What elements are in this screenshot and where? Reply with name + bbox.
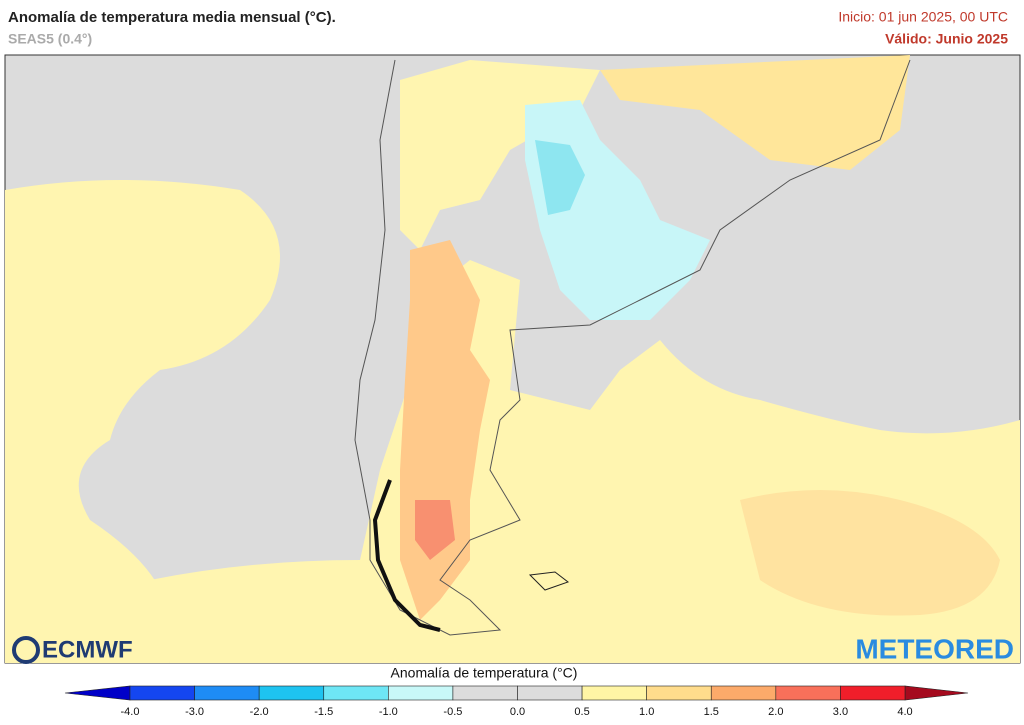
colorbar-tick-label: 0.0 — [510, 706, 525, 718]
logo-icon — [12, 636, 40, 664]
colorbar-tick-label: 2.0 — [768, 706, 783, 718]
start-date: Inicio: 01 jun 2025, 00 UTC — [838, 9, 1008, 25]
colorbar-segment — [323, 685, 389, 701]
colorbar-tick-label: -1.5 — [314, 706, 333, 718]
colorbar-tick-label: -0.5 — [443, 706, 462, 718]
colorbar-segment — [194, 685, 260, 701]
coastline — [372, 479, 441, 632]
colorbar-segment — [775, 685, 841, 701]
hot-area — [415, 500, 455, 560]
colorbar-segment — [710, 685, 777, 701]
cool-area — [535, 140, 585, 215]
valid-date: Válido: Junio 2025 — [885, 31, 1008, 47]
warm-area — [5, 180, 280, 663]
colorbar-tick-label: -4.0 — [121, 706, 140, 718]
colorbar-segment — [388, 685, 454, 701]
logo-right: METEORED — [855, 633, 1014, 664]
colorbar-tick-label: 3.0 — [833, 706, 848, 718]
warm-area — [740, 490, 1000, 616]
colorbar-over — [904, 685, 969, 701]
map — [4, 54, 1021, 664]
coastline — [354, 59, 911, 636]
colorbar-tick-label: -1.0 — [379, 706, 398, 718]
colorbar-tick-label: 4.0 — [897, 706, 912, 718]
ecmwf-logo: ECMWF — [12, 636, 133, 664]
model: SEAS5 (0.4°) — [8, 31, 92, 47]
colorbar-segment — [840, 685, 906, 701]
legend-title: Anomalía de temperatura (°C) — [391, 665, 578, 681]
colorbar-segment — [129, 685, 195, 701]
colorbar-segment — [258, 685, 325, 701]
colorbar-segment — [517, 685, 583, 701]
logo-left: ECMWF — [42, 636, 133, 663]
colorbar-tick-label: 1.5 — [704, 706, 719, 718]
colorbar-segment — [646, 685, 712, 701]
colorbar-tick-label: -2.0 — [250, 706, 269, 718]
colorbar-tick-label: 1.0 — [639, 706, 654, 718]
title: Anomalía de temperatura media mensual (°… — [8, 9, 336, 26]
island — [528, 571, 570, 591]
colorbar-tick-label: -3.0 — [185, 706, 204, 718]
colorbar-under — [64, 685, 131, 701]
colorbar-segment — [452, 685, 518, 701]
colorbar-segment — [581, 685, 647, 701]
warm-area — [600, 55, 910, 170]
colorbar-tick-label: 0.5 — [574, 706, 589, 718]
